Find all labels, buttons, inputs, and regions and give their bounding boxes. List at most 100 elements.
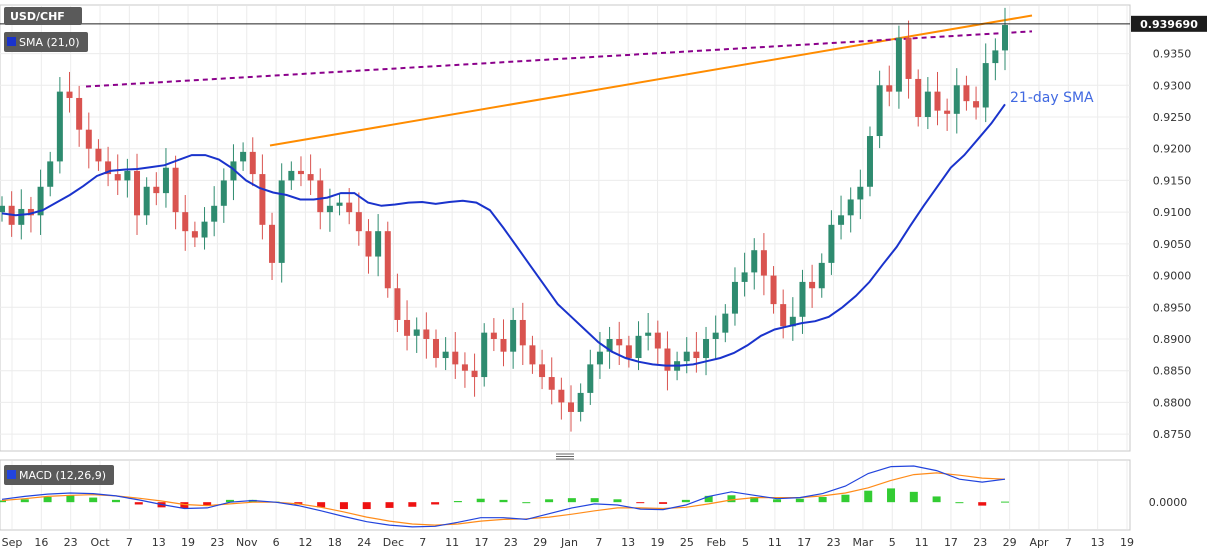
macd-hist-bar-positive bbox=[932, 496, 941, 503]
price-tick-label: 0.8900 bbox=[1153, 333, 1192, 346]
symbol-tag[interactable] bbox=[4, 7, 82, 25]
candle-down bbox=[500, 339, 507, 352]
time-tick-label: 18 bbox=[328, 536, 342, 549]
candle-down bbox=[114, 174, 121, 181]
macd-hist-bar-positive bbox=[704, 495, 713, 503]
candle-up bbox=[992, 50, 999, 64]
candle-up bbox=[741, 272, 748, 282]
main-panel-frame bbox=[0, 4, 1131, 452]
candle-up bbox=[442, 351, 449, 359]
time-tick-label: 17 bbox=[944, 536, 958, 549]
time-tick-label: 24 bbox=[357, 536, 371, 549]
price-tick-label: 0.9200 bbox=[1153, 143, 1192, 156]
candle-down bbox=[905, 37, 912, 79]
time-tick-label: 13 bbox=[621, 536, 635, 549]
candle-down bbox=[307, 174, 314, 181]
price-tick-label: 0.8950 bbox=[1153, 301, 1192, 314]
macd-tag[interactable] bbox=[4, 465, 114, 485]
candle-down bbox=[934, 91, 941, 111]
candle-down bbox=[809, 281, 816, 289]
panel-resize-handle[interactable] bbox=[556, 453, 574, 460]
candle-up bbox=[288, 170, 295, 181]
macd-hist-bar-positive bbox=[499, 499, 508, 503]
candle-up bbox=[124, 170, 131, 181]
candle-up bbox=[645, 332, 652, 336]
time-tick-label: 11 bbox=[915, 536, 929, 549]
candle-down bbox=[529, 345, 536, 365]
price-tick-label: 0.8800 bbox=[1153, 396, 1192, 409]
candle-down bbox=[355, 212, 362, 232]
time-tick-label: 19 bbox=[181, 536, 195, 549]
macd-hist-bar-positive bbox=[841, 494, 850, 503]
candle-up bbox=[606, 339, 613, 352]
time-tick-label: Dec bbox=[383, 536, 404, 549]
candle-up bbox=[56, 91, 63, 162]
candle-down bbox=[944, 110, 951, 114]
candle-up bbox=[596, 351, 603, 365]
time-tick-label: 19 bbox=[651, 536, 665, 549]
time-tick-label: 13 bbox=[152, 536, 166, 549]
time-tick-label: 7 bbox=[126, 536, 133, 549]
candle-up bbox=[818, 262, 825, 289]
macd-hist-bar-positive bbox=[0, 500, 6, 503]
macd-color-swatch bbox=[7, 470, 16, 479]
candle-up bbox=[577, 392, 584, 412]
macd-hist-bar-negative bbox=[659, 502, 668, 504]
time-tick-label: Sep bbox=[2, 536, 23, 549]
candle-down bbox=[317, 180, 324, 213]
sma-tag-label: SMA (21,0) bbox=[19, 36, 80, 49]
macd-line bbox=[1, 465, 1006, 528]
time-tick-label: 23 bbox=[827, 536, 841, 549]
candle-up bbox=[712, 332, 719, 339]
macd-hist-bar-negative bbox=[134, 502, 143, 505]
candle-down bbox=[76, 97, 83, 130]
macd-hist-bar-positive bbox=[613, 499, 622, 503]
candle-up bbox=[799, 281, 806, 317]
candle-down bbox=[85, 129, 92, 149]
current-price-badge bbox=[1131, 15, 1207, 32]
candle-up bbox=[0, 205, 5, 213]
candle-up bbox=[375, 231, 382, 257]
candle-down bbox=[172, 167, 179, 213]
candle-down bbox=[394, 288, 401, 320]
candle-down bbox=[423, 329, 430, 339]
candle-down bbox=[269, 224, 276, 263]
candle-up bbox=[230, 161, 237, 181]
candle-up bbox=[924, 91, 931, 117]
time-tick-label: 16 bbox=[34, 536, 48, 549]
candle-down bbox=[558, 389, 565, 403]
macd-hist-bar-negative bbox=[203, 502, 212, 506]
macd-hist-bar-negative bbox=[385, 502, 394, 508]
candle-up bbox=[47, 161, 54, 187]
candle-down bbox=[134, 170, 141, 216]
sma-tag[interactable] bbox=[4, 32, 88, 52]
candle-down bbox=[780, 304, 787, 327]
price-tick-label: 0.9350 bbox=[1153, 48, 1192, 61]
macd-hist-bar-positive bbox=[66, 495, 75, 503]
price-tick-label: 0.9300 bbox=[1153, 79, 1192, 92]
macd-hist-bar-positive bbox=[43, 497, 52, 503]
candle-up bbox=[722, 313, 729, 333]
sma-21-series bbox=[1, 103, 1006, 367]
price-tick-label: 0.9000 bbox=[1153, 270, 1192, 283]
time-tick-label: 5 bbox=[889, 536, 896, 549]
macd-hist-bar-positive bbox=[453, 501, 462, 503]
candle-up bbox=[731, 281, 738, 314]
time-tick-label: 17 bbox=[797, 536, 811, 549]
macd-hist-bar-positive bbox=[795, 498, 804, 503]
symbol-label: USD/CHF bbox=[10, 10, 65, 23]
candle-down bbox=[886, 85, 893, 92]
price-tick-label: 0.9250 bbox=[1153, 111, 1192, 124]
price-axis: 0.8750 0.8800 0.8850 0.8900 0.8950 0.9000 0.90… bbox=[1149, 48, 1192, 510]
candle-down bbox=[664, 348, 671, 371]
candle-up bbox=[481, 332, 488, 378]
price-tick-label: 0.9050 bbox=[1153, 238, 1192, 251]
candlestick-series bbox=[0, 7, 1008, 432]
macd-hist-bar-positive bbox=[567, 498, 576, 503]
price-tick-label: 0.8850 bbox=[1153, 365, 1192, 378]
price-tick-label: 0.9100 bbox=[1153, 206, 1192, 219]
candle-up bbox=[220, 180, 227, 206]
macd-hist-bar-positive bbox=[225, 499, 234, 503]
candle-up bbox=[201, 221, 208, 238]
